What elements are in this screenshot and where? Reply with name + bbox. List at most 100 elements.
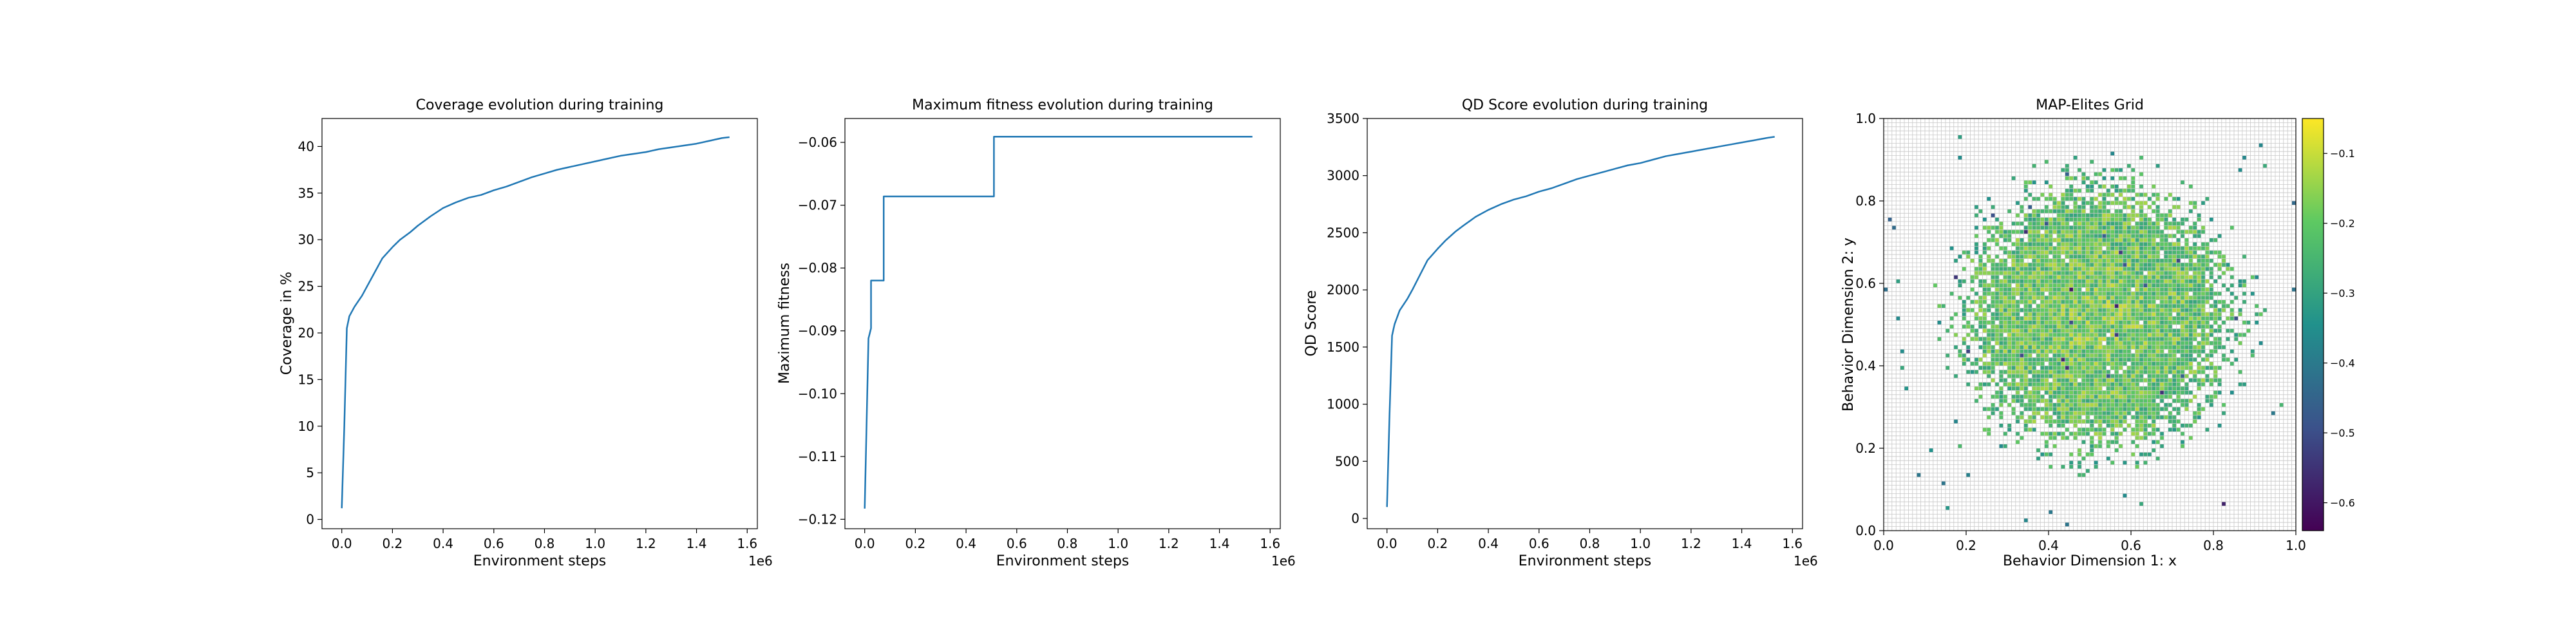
- heatmap-cell: [1982, 312, 1987, 317]
- heatmap-cell: [2135, 419, 2139, 424]
- heatmap-cell: [2238, 167, 2242, 173]
- heatmap-cell: [2205, 366, 2210, 370]
- heatmap-cell: [2011, 296, 2016, 300]
- heatmap-cell: [2118, 238, 2123, 242]
- heatmap-cell: [2114, 411, 2119, 415]
- heatmap-cell: [2238, 283, 2242, 288]
- heatmap-cell: [2139, 209, 2144, 214]
- heatmap-cell: [2007, 270, 2012, 276]
- heatmap-cell: [2155, 296, 2160, 300]
- heatmap-cell: [2147, 222, 2152, 226]
- heatmap-cell: [2098, 312, 2103, 317]
- heatmap-cell: [2052, 357, 2057, 362]
- heatmap-cell: [2044, 353, 2049, 358]
- heatmap-cell: [2052, 407, 2057, 412]
- heatmap-cell: [2090, 444, 2094, 448]
- heatmap-cell: [2023, 374, 2028, 379]
- heatmap-cell: [2123, 411, 2127, 415]
- heatmap-cell: [2098, 225, 2103, 230]
- heatmap-cell: [2193, 201, 2197, 205]
- heatmap-cell: [2094, 234, 2098, 238]
- heatmap-cell: [2049, 452, 2053, 457]
- y-tick-label: −0.12: [798, 511, 837, 527]
- heatmap-cell: [2242, 320, 2247, 325]
- heatmap-cell: [2065, 164, 2069, 168]
- heatmap-cell: [2135, 411, 2139, 415]
- heatmap-cell: [2102, 267, 2107, 271]
- heatmap-cell: [2201, 296, 2206, 300]
- heatmap-cell: [2073, 399, 2078, 403]
- heatmap-cell: [2069, 238, 2074, 242]
- heatmap-cell: [2065, 325, 2069, 329]
- heatmap-cell: [2131, 225, 2136, 230]
- heatmap-cell: [2201, 407, 2206, 412]
- heatmap-cell: [1994, 291, 2000, 296]
- heatmap-cell: [2168, 296, 2172, 300]
- heatmap-cell: [2032, 209, 2036, 214]
- heatmap-cell: [2147, 374, 2152, 379]
- heatmap-cell: [2090, 217, 2094, 222]
- heatmap-cell: [2110, 201, 2115, 205]
- heatmap-cell: [2159, 328, 2164, 333]
- heatmap-cell: [2020, 287, 2024, 292]
- heatmap-cell: [2077, 402, 2082, 407]
- heatmap-cell: [2015, 242, 2020, 247]
- heatmap-cell: [2164, 341, 2168, 345]
- heatmap-cell: [2201, 332, 2206, 337]
- heatmap-cell: [2052, 316, 2057, 321]
- heatmap-cell: [2011, 378, 2016, 383]
- heatmap-cell: [1970, 337, 1975, 341]
- heatmap-cell: [2090, 435, 2094, 440]
- heatmap-cell: [2015, 357, 2020, 362]
- heatmap-cell: [2065, 246, 2069, 251]
- heatmap-cell: [2044, 217, 2049, 222]
- heatmap-cell: [2077, 188, 2082, 193]
- heatmap-cell: [2176, 328, 2181, 333]
- heatmap-cell: [2007, 254, 2012, 259]
- heatmap-cell: [2036, 357, 2041, 362]
- heatmap-cell: [2081, 258, 2086, 263]
- heatmap-cell: [2131, 246, 2136, 251]
- x-tick-label: 0.0: [855, 536, 875, 551]
- heatmap-cell: [2123, 332, 2127, 337]
- heatmap-cell: [1994, 267, 2000, 271]
- heatmap-cell: [2007, 353, 2012, 358]
- heatmap-cell: [2135, 296, 2139, 300]
- heatmap-cell: [2155, 196, 2160, 201]
- heatmap-cell: [2152, 234, 2156, 238]
- heatmap-cell: [1991, 394, 1995, 399]
- heatmap-cell: [2205, 263, 2210, 267]
- heatmap-cell: [2036, 296, 2041, 300]
- heatmap-cell: [2106, 345, 2110, 350]
- heatmap-cell: [2020, 394, 2024, 399]
- heatmap-cell: [2172, 407, 2177, 412]
- heatmap-cell: [2184, 353, 2189, 358]
- heatmap-cell: [2032, 328, 2036, 333]
- heatmap-cell: [2085, 275, 2090, 279]
- y-axis-label: Behavior Dimension 2: y: [1841, 238, 1857, 412]
- heatmap-cell: [2201, 337, 2206, 341]
- heatmap-cell: [2061, 205, 2065, 209]
- heatmap-cell: [2118, 431, 2123, 436]
- heatmap-cell: [1994, 382, 2000, 386]
- heatmap-cell: [2098, 341, 2103, 345]
- heatmap-cell: [2090, 390, 2094, 395]
- heatmap-cell: [2184, 325, 2189, 329]
- heatmap-cell: [2065, 299, 2069, 304]
- heatmap-cell: [2036, 394, 2041, 399]
- heatmap-cell: [2069, 263, 2074, 267]
- heatmap-cell: [2049, 464, 2053, 469]
- heatmap-cell: [2184, 270, 2189, 276]
- heatmap-cell: [2147, 217, 2152, 222]
- heatmap-cell: [2197, 325, 2201, 329]
- heatmap-cell: [2143, 370, 2148, 374]
- heatmap-cell: [2155, 250, 2160, 255]
- heatmap-cell: [2155, 382, 2160, 386]
- heatmap-cell: [2032, 332, 2036, 337]
- heatmap-cell: [2023, 320, 2028, 325]
- heatmap-cell: [2011, 361, 2016, 366]
- heatmap-cell: [2007, 386, 2012, 391]
- heatmap-cell: [2118, 312, 2123, 317]
- heatmap-cell: [2164, 394, 2168, 399]
- heatmap-cell: [2176, 349, 2181, 354]
